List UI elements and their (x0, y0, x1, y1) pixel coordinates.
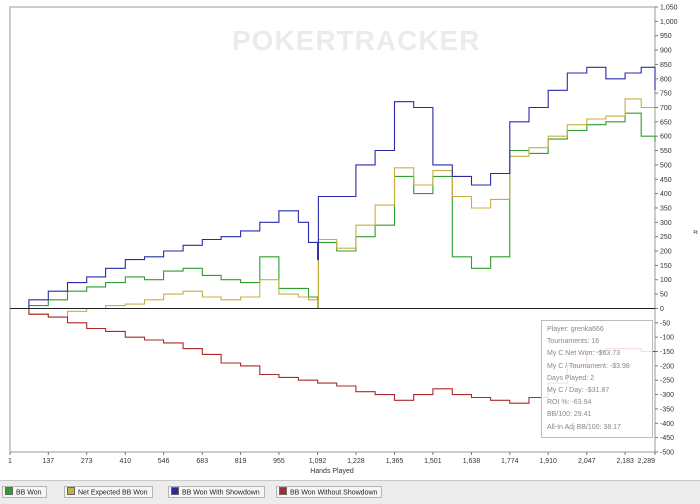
y-tick-label: -250 (660, 378, 674, 385)
legend-label: BB Won With Showdown (182, 489, 260, 497)
x-tick-label: 1,365 (386, 458, 404, 465)
y-tick-label: -350 (660, 406, 674, 413)
series-line-bb-won-with-showdown (10, 66, 656, 310)
x-tick-label: 1,638 (463, 458, 481, 465)
legend-swatch (171, 487, 179, 495)
legend-swatch (5, 487, 13, 495)
y-tick-label: 1,050 (660, 5, 678, 12)
legend-item-bb-won[interactable]: BB Won (2, 486, 47, 498)
y-tick-label: -150 (660, 349, 674, 356)
stat-line: My C / Day: -$31.87 (547, 387, 610, 395)
y-tick-label: 700 (660, 105, 672, 112)
x-tick-label: 273 (81, 458, 93, 465)
x-tick-label: 1,501 (424, 458, 442, 465)
y-tick-label: 600 (660, 134, 672, 141)
y-axis-ticks: 1,0501,000950900850800750700650600550500… (655, 5, 678, 457)
y-tick-label: 850 (660, 62, 672, 69)
x-axis-ticks: 1 137 273 410 546 683 819 955 1,092 1,228 1,365 1,5… (8, 452, 656, 465)
y-tick-label: 950 (660, 33, 672, 40)
y-tick-label: 0 (660, 306, 664, 313)
series-line-bb-won (10, 112, 656, 310)
x-tick-label: 1,774 (501, 458, 519, 465)
y-tick-label: 800 (660, 76, 672, 83)
stat-line: ROI %: -63.94 (547, 399, 592, 407)
plot-frame (9, 6, 656, 453)
y-tick-label: -500 (660, 450, 674, 457)
x-tick-label: 546 (158, 458, 170, 465)
x-tick-label: 2,289 (637, 458, 655, 465)
x-axis-title: Hands Played (310, 468, 354, 475)
x-tick-label: 2,047 (578, 458, 596, 465)
stat-line: All-In Adj BB/100: 38.17 (547, 423, 621, 431)
y-axis-title: # (691, 230, 698, 234)
y-tick-label: 300 (660, 220, 672, 227)
x-tick-label: 2,183 (616, 458, 634, 465)
legend-label: BB Won Without Showdown (290, 489, 378, 497)
y-tick-label: 350 (660, 205, 672, 212)
legend-bar: BB Won Net Expected BB Won BB Won With Sho… (0, 480, 700, 504)
legend-swatch (67, 487, 75, 495)
y-tick-label: 450 (660, 177, 672, 184)
x-tick-label: 410 (119, 458, 131, 465)
y-tick-label: 650 (660, 119, 672, 126)
series-layer (10, 66, 656, 404)
y-tick-label: 750 (660, 91, 672, 98)
x-tick-label: 1 (8, 458, 12, 465)
y-tick-label: 200 (660, 249, 672, 256)
legend-item-bb-won-without-showdown[interactable]: BB Won Without Showdown (276, 486, 383, 498)
stat-line: Player: grenka666 (547, 326, 604, 333)
x-tick-label: 683 (196, 458, 208, 465)
x-tick-label: 955 (273, 458, 285, 465)
legend-item-bb-won-with-showdown[interactable]: BB Won With Showdown (168, 486, 265, 498)
stat-line: My C Net Won: -$63.73 (547, 350, 621, 358)
y-tick-label: 1,000 (660, 19, 678, 26)
y-tick-label: -50 (660, 320, 670, 327)
y-tick-label: -100 (660, 335, 674, 342)
series-line-net-expected-bb-won (10, 98, 656, 318)
y-tick-label: 150 (660, 263, 672, 270)
y-tick-label: 100 (660, 277, 672, 284)
x-tick-label: 1,228 (347, 458, 365, 465)
x-tick-label: 1,910 (539, 458, 557, 465)
y-tick-label: 500 (660, 162, 672, 169)
stat-line: Tournaments: 16 (547, 338, 600, 346)
x-tick-label: 1,092 (309, 458, 327, 465)
y-tick-label: -300 (660, 392, 674, 399)
legend-label: Net Expected BB Won (78, 489, 148, 497)
y-tick-label: -450 (660, 435, 674, 442)
y-tick-label: -400 (660, 421, 674, 428)
pokertracker-watermark: POKERTRACKER (232, 25, 480, 56)
stat-line: My C / Tournament: -$3.98 (547, 362, 630, 370)
stat-line: Days Played: 2 (547, 374, 595, 382)
x-tick-label: 819 (235, 458, 247, 465)
y-tick-label: 50 (660, 292, 668, 299)
x-tick-label: 137 (42, 458, 54, 465)
legend-item-net-expected-bb-won[interactable]: Net Expected BB Won (64, 486, 153, 498)
y-tick-label: 400 (660, 191, 672, 198)
y-tick-label: 250 (660, 234, 672, 241)
stat-line: BB/100: 29.41 (547, 411, 592, 419)
chart-svg: POKERTRACKER 1,050 1,000 950 900 850 800 750 70… (8, 5, 698, 476)
legend-swatch (279, 487, 287, 495)
legend-label: BB Won (16, 489, 42, 497)
y-tick-label: -200 (660, 363, 674, 370)
y-tick-label: 900 (660, 48, 672, 55)
y-tick-label: 550 (660, 148, 672, 155)
stats-summary-box: Player: grenka666 Tournaments: 16 My C Net… (541, 320, 653, 438)
